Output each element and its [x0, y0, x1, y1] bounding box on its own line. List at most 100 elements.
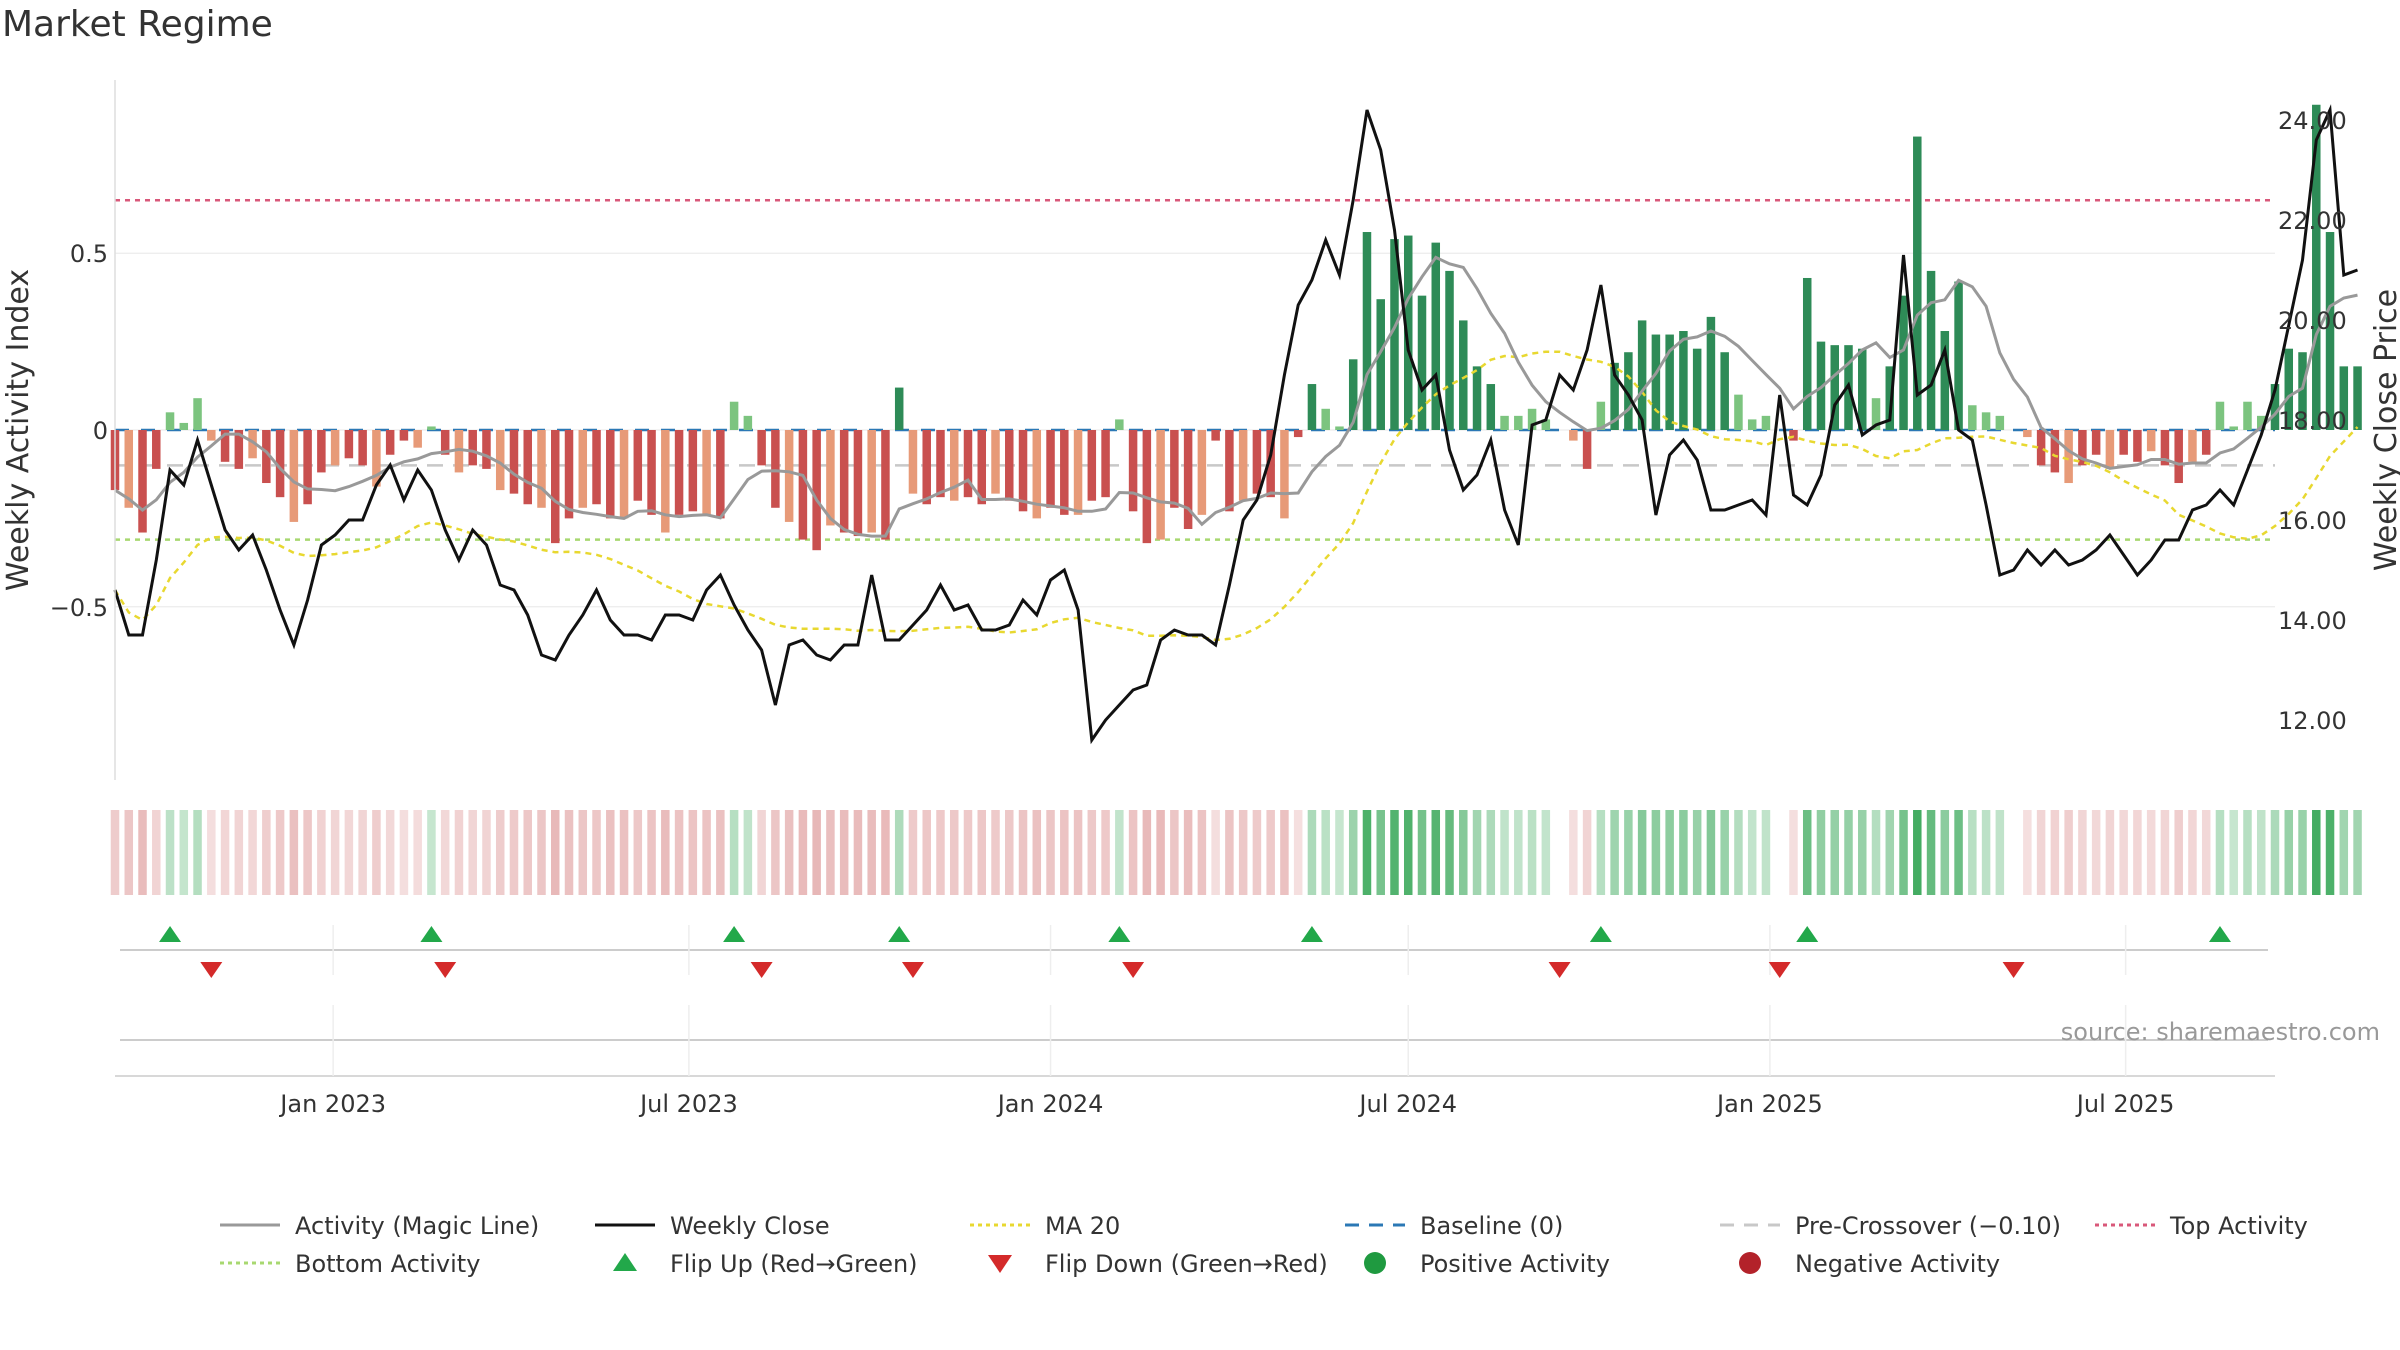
bottom-panel: Jan 2023 Jul 2023 Jan 2024 Jul 2024 Jan 2025… [115, 1005, 2275, 1118]
activity-bar [372, 430, 381, 487]
regime-cell [523, 810, 532, 895]
reference-lines [115, 198, 2275, 541]
regime-cell [798, 810, 808, 895]
activity-bar [1225, 430, 1234, 512]
legend-item: Flip Up (Red→Green) [613, 1250, 918, 1278]
activity-bar [1170, 430, 1179, 508]
regime-cell [1431, 810, 1441, 895]
activity-bar [1472, 366, 1482, 430]
regime-cell [784, 810, 794, 895]
activity-bar [440, 430, 450, 455]
activity-bar [262, 430, 271, 484]
x-tick-label: Jan 2024 [996, 1090, 1104, 1118]
regime-cell [303, 810, 312, 895]
regime-cell [2105, 810, 2115, 895]
activity-bar [2215, 401, 2225, 430]
flip-down-marker [200, 962, 223, 978]
legend-label: Bottom Activity [295, 1250, 480, 1278]
regime-cell [1376, 810, 1385, 895]
regime-cell [2353, 810, 2362, 895]
regime-cell [2174, 810, 2183, 895]
regime-cell [275, 810, 285, 895]
activity-bar [1390, 239, 1399, 430]
regime-cell [564, 810, 574, 895]
activity-bar [922, 430, 931, 505]
activity-bar [1307, 384, 1317, 430]
y-tick-label-left: 0.5 [70, 240, 108, 268]
regime-cell [385, 810, 395, 895]
regime-cell [991, 810, 1000, 895]
activity-bar [1926, 270, 1936, 430]
regime-cell [1913, 810, 1922, 895]
flip-down-marker [1548, 962, 1571, 978]
x-tick-label: Jul 2024 [1357, 1090, 1457, 1118]
regime-cell [1390, 810, 1399, 895]
regime-cell [839, 810, 849, 895]
regime-cell [1885, 810, 1895, 895]
flip-up-marker [1108, 926, 1131, 942]
legend-item: Activity (Magic Line) [220, 1212, 539, 1240]
x-tick-label: Jul 2023 [638, 1090, 738, 1118]
regime-cell [1335, 810, 1344, 895]
activity-bar [1541, 419, 1551, 430]
activity-bar [330, 430, 340, 466]
activity-bar [1211, 430, 1220, 441]
activity-bar [619, 430, 629, 519]
flip-up-marker [159, 926, 182, 942]
regime-cell [867, 810, 876, 895]
regime-cell [743, 810, 753, 895]
regime-cell [138, 810, 147, 895]
activity-bar [399, 430, 409, 441]
activity-bar [1459, 320, 1468, 430]
regime-cell [1995, 810, 2005, 895]
y-tick-label-right: 22.00 [2278, 207, 2347, 235]
regime-cell [317, 810, 326, 895]
regime-cell [1954, 810, 1963, 895]
activity-bar [647, 430, 656, 515]
regime-cell [2036, 810, 2046, 895]
regime-cell [1500, 810, 1509, 895]
flip-up-marker [1300, 926, 1323, 942]
activity-bar [1115, 419, 1124, 430]
regime-cell [1445, 810, 1454, 895]
regime-cell [1252, 810, 1262, 895]
regime-cell [1679, 810, 1688, 895]
activity-bar [2133, 430, 2142, 462]
regime-cell [1844, 810, 1853, 895]
activity-bar [358, 430, 367, 466]
regime-cell [1170, 810, 1179, 895]
legend-swatch [988, 1255, 1012, 1273]
y-tick-label-right: 12.00 [2278, 707, 2347, 735]
y-tick-label-right: 20.00 [2278, 307, 2347, 335]
regime-cell [468, 810, 477, 895]
regime-cell [1486, 810, 1496, 895]
regime-cell [2023, 810, 2032, 895]
activity-bar [1156, 430, 1165, 540]
activity-bar [509, 430, 519, 494]
activity-bar [606, 430, 615, 519]
activity-bar [1348, 359, 1358, 430]
flip-up-marker [2208, 926, 2231, 942]
regime-cell [1238, 810, 1248, 895]
regime-cell [179, 810, 189, 895]
regime-cell [1321, 810, 1330, 895]
activity-bar [551, 430, 560, 544]
activity-bar [2256, 415, 2266, 430]
regime-cell [537, 810, 546, 895]
legend-item: Weekly Close [595, 1212, 830, 1240]
activity-bar [179, 422, 189, 430]
chart-title: Market Regime [2, 4, 273, 45]
regime-cell [936, 810, 945, 895]
flip-down-marker [1768, 962, 1791, 978]
legend-item: Pre-Crossover (−0.10) [1720, 1212, 2061, 1240]
regime-cell [578, 810, 588, 895]
regime-cell [1348, 810, 1358, 895]
regime-cell [1899, 810, 1908, 895]
regime-cell [2339, 810, 2349, 895]
legend-label: MA 20 [1045, 1212, 1120, 1240]
regime-cell [220, 810, 230, 895]
regime-cell [234, 810, 244, 895]
regime-cell [1968, 810, 1977, 895]
legend-label: Pre-Crossover (−0.10) [1795, 1212, 2061, 1240]
